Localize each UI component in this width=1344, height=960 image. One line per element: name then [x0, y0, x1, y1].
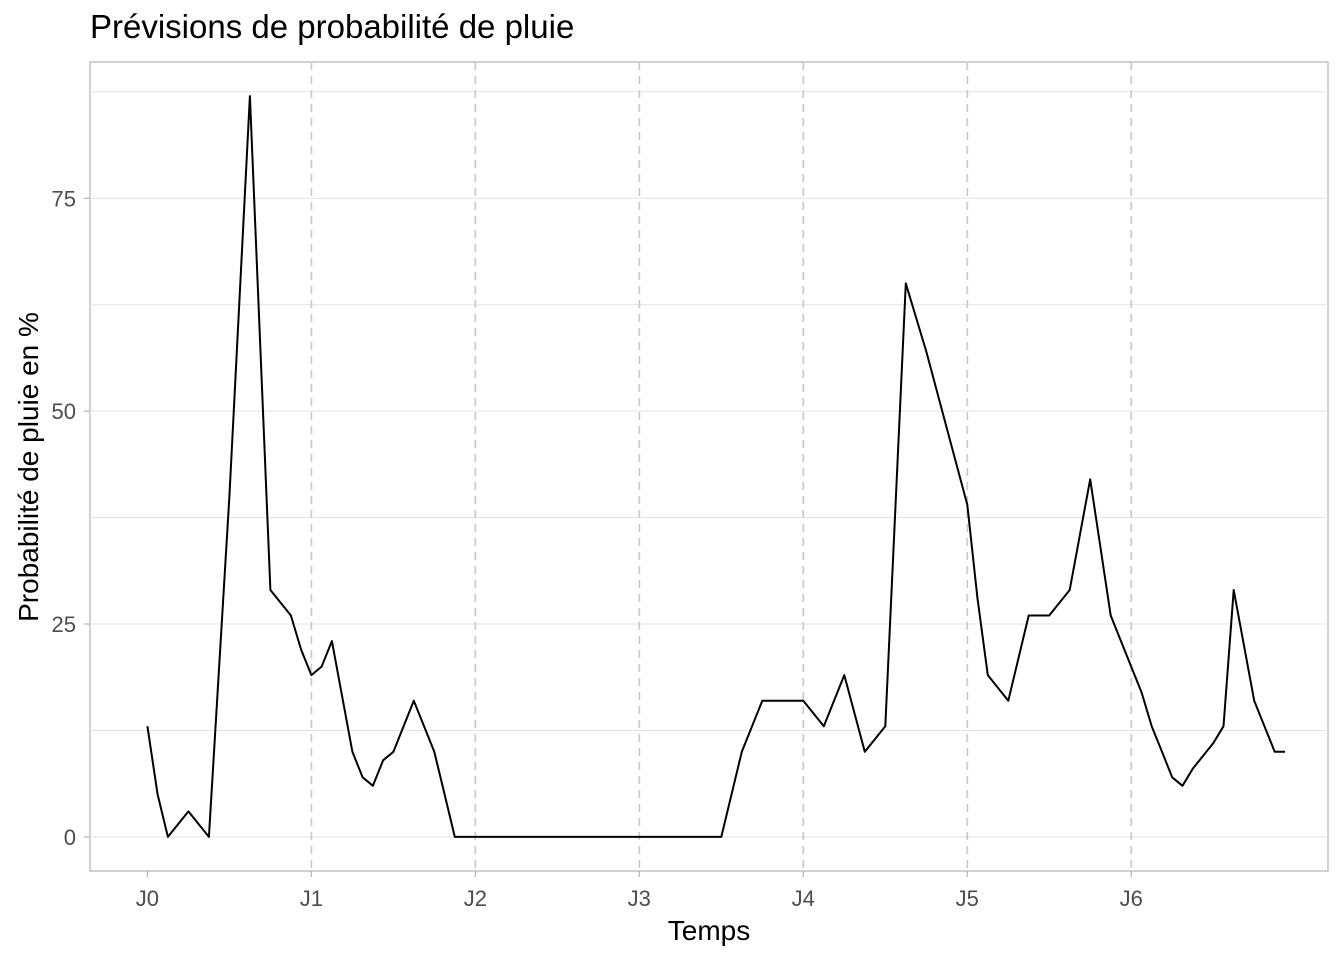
horizontal-gridlines: [90, 91, 1328, 838]
y-axis-ticks: 0 25 50 75: [52, 186, 90, 850]
x-tick-label: J4: [792, 886, 815, 911]
y-tick-label: 0: [64, 825, 76, 850]
chart-title: Prévisions de probabilité de pluie: [90, 8, 575, 45]
x-tick-label: J2: [464, 886, 487, 911]
series-layer: [146, 95, 1285, 838]
y-axis-title: Probabilité de pluie en %: [13, 312, 44, 622]
y-tick-label: 25: [52, 612, 76, 637]
x-tick-label: J0: [136, 886, 159, 911]
day-separator-lines: [310, 62, 1133, 871]
x-tick-label: J6: [1120, 886, 1143, 911]
series-line-0: [146, 95, 1285, 838]
plot-area: [89, 61, 1329, 872]
y-tick-label: 75: [52, 186, 76, 211]
y-tick-label: 50: [52, 399, 76, 424]
x-tick-label: J5: [956, 886, 979, 911]
x-tick-label: J1: [300, 886, 323, 911]
x-axis-ticks: J0 J1 J2 J3 J4 J5 J6: [136, 871, 1143, 911]
x-axis-title: Temps: [668, 915, 750, 946]
x-tick-label: J3: [628, 886, 651, 911]
